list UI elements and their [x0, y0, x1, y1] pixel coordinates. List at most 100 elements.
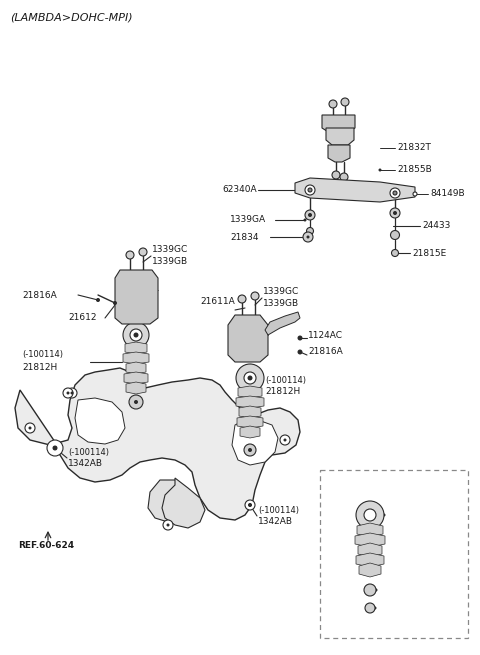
Text: 21812H: 21812H — [390, 510, 425, 519]
Polygon shape — [326, 128, 354, 145]
Circle shape — [71, 392, 73, 394]
Circle shape — [126, 251, 134, 259]
Polygon shape — [359, 563, 381, 577]
Circle shape — [248, 375, 252, 381]
Text: 24433: 24433 — [422, 221, 450, 231]
Text: 21816A: 21816A — [22, 291, 57, 299]
Circle shape — [238, 295, 246, 303]
Text: 21815E: 21815E — [412, 248, 446, 257]
Circle shape — [303, 232, 313, 242]
Text: (100114-): (100114-) — [330, 479, 374, 489]
Circle shape — [28, 426, 32, 430]
Circle shape — [139, 248, 147, 256]
Circle shape — [373, 607, 376, 610]
Circle shape — [383, 514, 385, 517]
Polygon shape — [295, 178, 415, 202]
Text: 1339GC: 1339GC — [152, 246, 188, 255]
Circle shape — [298, 335, 302, 341]
Polygon shape — [238, 386, 262, 398]
Polygon shape — [162, 478, 205, 528]
Circle shape — [368, 512, 372, 517]
Circle shape — [67, 392, 70, 394]
Circle shape — [249, 504, 252, 506]
Circle shape — [284, 438, 287, 441]
Circle shape — [134, 400, 138, 404]
Circle shape — [280, 435, 290, 445]
Circle shape — [67, 388, 77, 398]
Circle shape — [129, 395, 143, 409]
Circle shape — [248, 503, 252, 507]
Circle shape — [393, 191, 397, 195]
Circle shape — [393, 211, 397, 215]
Circle shape — [340, 173, 348, 181]
Circle shape — [413, 192, 417, 196]
Text: 21834: 21834 — [230, 233, 259, 242]
Text: 21612: 21612 — [68, 314, 96, 322]
Circle shape — [390, 188, 400, 198]
Circle shape — [379, 168, 382, 172]
Circle shape — [113, 301, 117, 305]
Polygon shape — [328, 145, 350, 162]
Text: 1342AB: 1342AB — [258, 517, 293, 527]
Polygon shape — [322, 115, 355, 133]
Polygon shape — [126, 362, 146, 374]
Text: 1360GC: 1360GC — [390, 586, 426, 595]
Circle shape — [305, 185, 315, 195]
Circle shape — [374, 588, 377, 591]
Circle shape — [307, 227, 313, 234]
Polygon shape — [240, 426, 260, 438]
Circle shape — [248, 448, 252, 452]
Circle shape — [236, 364, 264, 392]
Text: 1339GC: 1339GC — [263, 288, 299, 297]
Text: 1124AC: 1124AC — [308, 331, 343, 339]
Polygon shape — [237, 416, 263, 428]
Text: 84149B: 84149B — [430, 189, 465, 198]
Text: 21812H: 21812H — [22, 362, 57, 371]
Polygon shape — [125, 342, 147, 354]
Circle shape — [96, 298, 100, 302]
Circle shape — [365, 603, 375, 613]
Circle shape — [368, 588, 372, 592]
Text: 1339GB: 1339GB — [152, 257, 188, 267]
Text: 21855B: 21855B — [397, 166, 432, 174]
Circle shape — [167, 523, 169, 527]
Circle shape — [356, 501, 384, 529]
Text: 1342AB: 1342AB — [68, 460, 103, 468]
Circle shape — [163, 520, 173, 530]
Text: 1339CA: 1339CA — [390, 603, 425, 612]
Circle shape — [63, 388, 73, 398]
Circle shape — [53, 446, 57, 450]
Polygon shape — [232, 420, 278, 465]
Polygon shape — [75, 398, 125, 444]
Polygon shape — [115, 270, 158, 324]
Circle shape — [364, 509, 376, 521]
Polygon shape — [236, 396, 264, 408]
Polygon shape — [123, 352, 149, 364]
Text: 21816A: 21816A — [308, 348, 343, 356]
Text: 62340A: 62340A — [222, 185, 257, 195]
Polygon shape — [15, 368, 300, 520]
Circle shape — [391, 231, 399, 240]
Circle shape — [130, 329, 142, 341]
Text: (LAMBDA>DOHC-MPI): (LAMBDA>DOHC-MPI) — [10, 13, 132, 23]
Circle shape — [364, 584, 376, 596]
Text: (-100114): (-100114) — [68, 447, 109, 457]
Text: 21812H: 21812H — [265, 388, 300, 396]
Circle shape — [244, 372, 256, 384]
Text: (-100114): (-100114) — [22, 350, 63, 360]
Circle shape — [308, 188, 312, 192]
Circle shape — [368, 606, 372, 610]
Polygon shape — [356, 553, 384, 567]
Circle shape — [25, 423, 35, 433]
Polygon shape — [355, 533, 385, 547]
FancyBboxPatch shape — [320, 470, 468, 638]
Polygon shape — [124, 372, 148, 384]
Circle shape — [305, 210, 315, 220]
Circle shape — [47, 440, 63, 456]
Polygon shape — [148, 480, 188, 522]
Text: 21832T: 21832T — [397, 143, 431, 153]
Circle shape — [332, 171, 340, 179]
Circle shape — [308, 213, 312, 217]
Text: 21611A: 21611A — [200, 297, 235, 307]
Circle shape — [303, 219, 307, 221]
